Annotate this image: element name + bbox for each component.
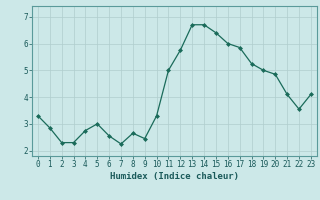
X-axis label: Humidex (Indice chaleur): Humidex (Indice chaleur) [110, 172, 239, 181]
